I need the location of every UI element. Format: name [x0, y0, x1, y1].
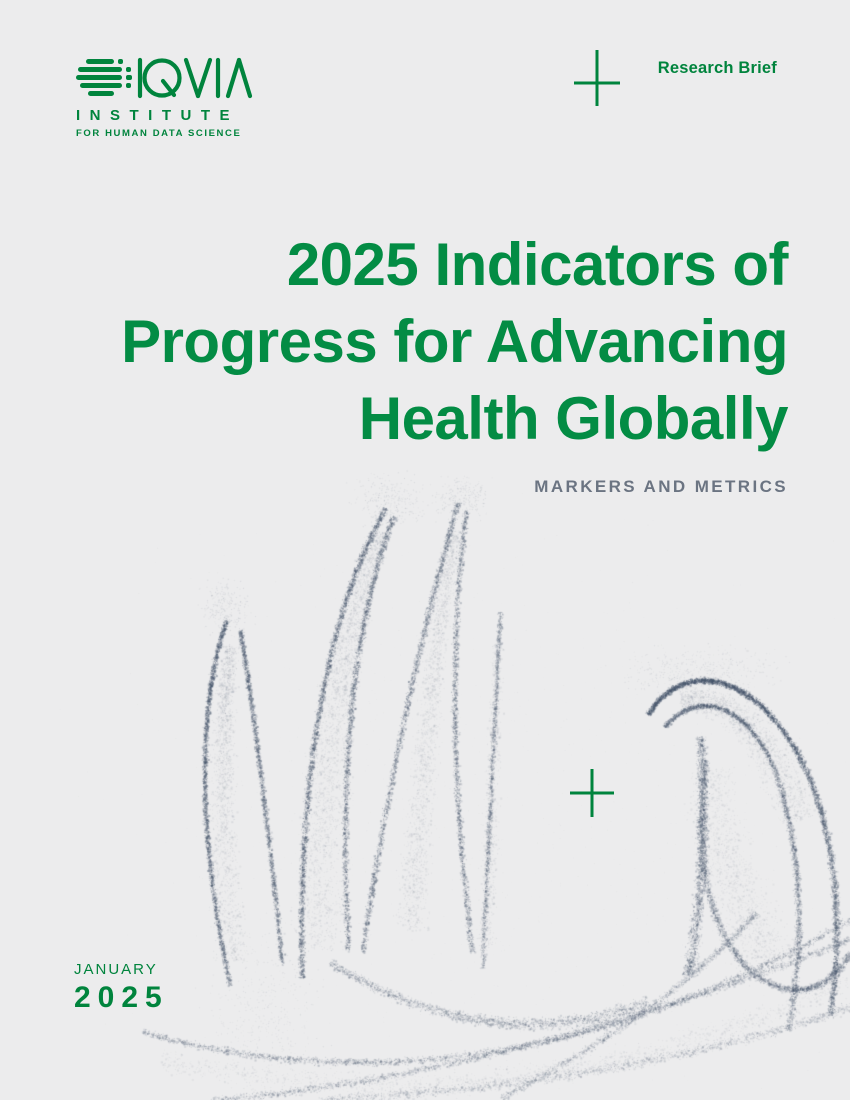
subtitle-label: MARKERS AND METRICS [534, 477, 788, 496]
publication-date: JANUARY 2025 [74, 961, 169, 1015]
publication-month-label: JANUARY [74, 961, 158, 978]
research-brief-label: Research Brief [657, 59, 777, 77]
logo-tagline-label: FOR HUMAN DATA SCIENCE [76, 128, 242, 139]
iqvia-institute-logo: INSTITUTE FOR HUMAN DATA SCIENCE [76, 56, 260, 139]
title-line-2: Progress for Advancing [121, 308, 788, 375]
plus-icon [574, 50, 620, 106]
publication-year-label: 2025 [74, 981, 169, 1014]
title-line-3: Health Globally [358, 385, 789, 452]
page-title: 2025 Indicators of Progress for Advancin… [121, 226, 788, 457]
logo-institute-label: INSTITUTE [76, 107, 239, 124]
title-line-1: 2025 Indicators of [286, 231, 789, 298]
iqvia-logo-icon [76, 57, 253, 99]
plus-icon-center [570, 769, 614, 817]
